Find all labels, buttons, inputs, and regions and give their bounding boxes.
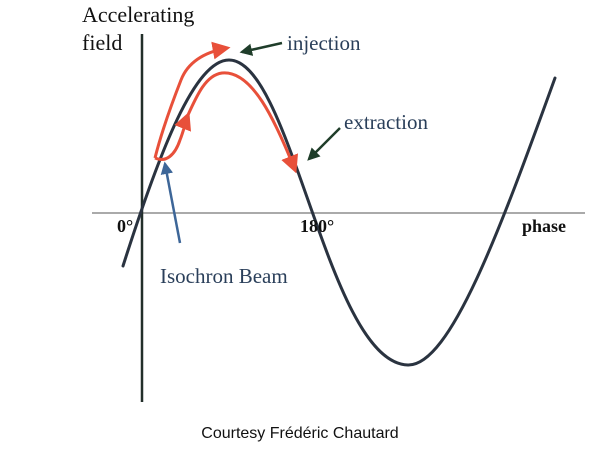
injection-label: injection: [287, 31, 361, 55]
extraction-arrow: [307, 127, 341, 161]
beam-path-outer: [153, 41, 231, 159]
rf-field-curve: [121, 58, 557, 367]
isochron-beam-label: Isochron Beam: [160, 264, 288, 288]
injection-arrow: [239, 41, 283, 56]
beam-path-inner: [186, 71, 299, 174]
extraction-label: extraction: [344, 110, 428, 134]
isochron-beam-arrow: [160, 161, 182, 244]
image-credit: Courtesy Frédéric Chautard: [201, 425, 399, 442]
x-axis-label: phase: [522, 216, 566, 236]
beam-path-turn: [154, 111, 192, 161]
y-axis-label-line1: Accelerating: [82, 2, 194, 27]
tick-label-180: 180°: [300, 216, 334, 236]
tick-label-0: 0°: [117, 216, 133, 236]
y-axis-label-line2: field: [82, 30, 122, 55]
rf-phase-diagram: Accelerating field injection extraction …: [82, 2, 585, 402]
